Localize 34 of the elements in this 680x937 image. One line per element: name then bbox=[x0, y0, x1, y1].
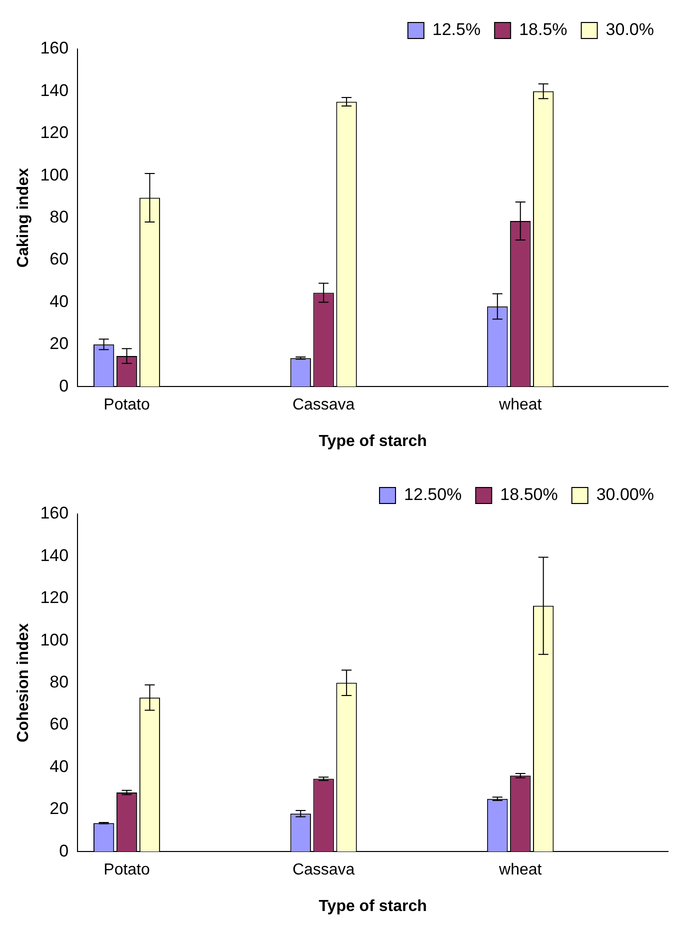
y-tick-label: 120 bbox=[40, 123, 69, 142]
y-tick-label: 40 bbox=[50, 756, 69, 776]
y-tick-label: 160 bbox=[40, 38, 69, 58]
legend-label: 12.50% bbox=[404, 485, 462, 504]
y-tick-label: 80 bbox=[50, 672, 69, 692]
y-tick-label: 80 bbox=[50, 207, 69, 226]
x-axis-title: Type of starch bbox=[318, 898, 427, 915]
legend-label: 30.0% bbox=[606, 20, 654, 40]
x-tick-label: Potato bbox=[104, 862, 150, 879]
legend-label: 30.00% bbox=[596, 485, 654, 504]
y-tick-label: 20 bbox=[50, 799, 69, 818]
y-tick-label: 100 bbox=[40, 630, 69, 650]
x-tick-label: Cassava bbox=[292, 862, 355, 879]
x-tick-label: wheat bbox=[498, 396, 542, 414]
x-tick-label: wheat bbox=[498, 862, 542, 879]
x-tick-label: Potato bbox=[104, 396, 150, 414]
y-tick-label: 100 bbox=[40, 165, 69, 184]
y-tick-label: 20 bbox=[50, 334, 69, 354]
y-tick-label: 0 bbox=[59, 841, 69, 860]
legend-label: 12.5% bbox=[432, 20, 481, 40]
legend-label: 18.5% bbox=[519, 20, 568, 40]
y-tick-label: 0 bbox=[59, 376, 69, 396]
y-tick-label: 140 bbox=[40, 80, 69, 100]
x-axis-title: Type of starch bbox=[318, 432, 427, 450]
y-axis-title: Cohesion index bbox=[15, 623, 32, 742]
y-tick-label: 40 bbox=[50, 292, 69, 311]
x-tick-label: Cassava bbox=[292, 396, 355, 414]
y-axis-title: Caking index bbox=[15, 168, 32, 268]
y-tick-label: 120 bbox=[40, 588, 69, 608]
y-tick-label: 60 bbox=[50, 250, 69, 269]
y-tick-label: 60 bbox=[50, 714, 69, 734]
y-tick-label: 140 bbox=[40, 546, 69, 565]
legend-label: 18.50% bbox=[500, 485, 558, 504]
y-tick-label: 160 bbox=[40, 504, 69, 523]
